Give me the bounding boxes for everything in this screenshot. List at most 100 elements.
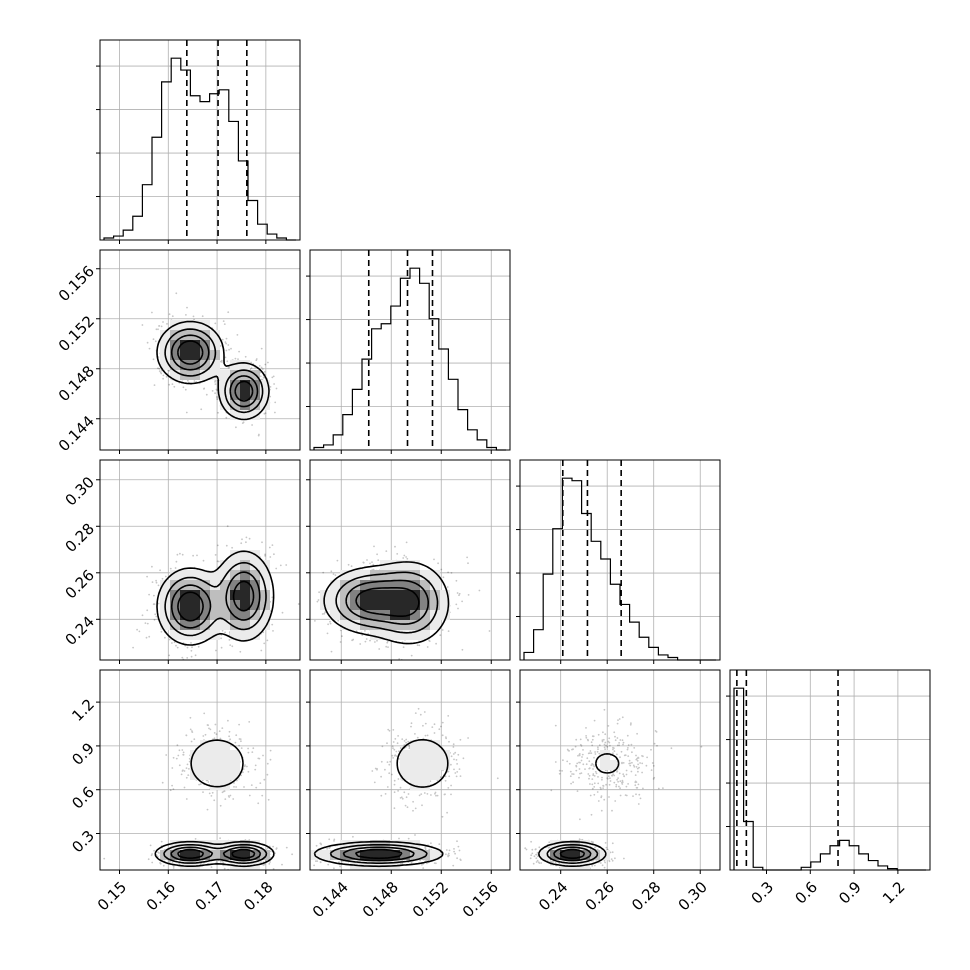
scatter-point: [159, 371, 162, 374]
scatter-point: [385, 550, 388, 552]
scatter-point: [261, 368, 264, 370]
density-cell: [250, 400, 260, 410]
scatter-point: [211, 390, 214, 392]
scatter-point: [171, 383, 174, 385]
density-cell: [250, 630, 260, 640]
panel-frame: [309, 669, 511, 871]
scatter-point: [421, 863, 423, 866]
scatter-point: [461, 648, 464, 651]
density-cell: [190, 360, 200, 370]
scatter-point: [339, 865, 341, 868]
scatter-point: [219, 837, 221, 840]
density-cell: [340, 600, 350, 610]
scatter-point: [426, 793, 429, 795]
scatter-point: [406, 557, 409, 560]
scatter-point: [269, 861, 271, 863]
density-cell: [220, 620, 230, 630]
scatter-point: [269, 850, 272, 853]
density-cell: [190, 760, 200, 770]
contour-level-0: [156, 550, 275, 646]
density-cell: [400, 570, 410, 580]
scatter-point: [428, 639, 431, 642]
density-cell: [210, 370, 220, 380]
density-cell: [360, 850, 370, 860]
density-cell: [380, 860, 390, 870]
scatter-point: [194, 654, 197, 657]
density-cell: [160, 620, 170, 630]
density-cell: [170, 330, 180, 340]
density-cell: [170, 350, 180, 360]
scatter-point: [458, 768, 461, 770]
scatter-point: [151, 565, 153, 568]
scatter-point: [329, 846, 331, 849]
scatter-point: [184, 388, 187, 391]
panel-frame: [99, 459, 301, 661]
scatter-point: [225, 337, 228, 340]
scatter-point: [175, 757, 178, 760]
scatter-point: [162, 864, 165, 867]
scatter-point: [241, 538, 243, 541]
scatter-point: [241, 422, 244, 424]
scatter-point: [202, 791, 204, 793]
scatter-point: [151, 311, 153, 314]
scatter-point: [264, 553, 266, 556]
pair-panel-2-0: [96, 459, 301, 664]
density-cell: [410, 760, 420, 770]
scatter-point: [327, 623, 329, 626]
scatter-point: [218, 730, 221, 733]
pair-content: [520, 670, 720, 870]
scatter-point: [414, 733, 416, 735]
scatter-point: [155, 579, 157, 582]
scatter-point: [401, 738, 404, 740]
scatter-point: [203, 712, 206, 715]
scatter-point: [450, 572, 453, 574]
density-cell: [360, 600, 370, 610]
scatter-point: [403, 554, 406, 557]
density-cell: [230, 620, 240, 630]
scatter-point: [132, 646, 134, 649]
scatter-point: [397, 778, 400, 780]
scatter-point: [168, 860, 171, 862]
scatter-point: [267, 361, 269, 364]
scatter-point: [162, 377, 164, 380]
density-cell: [190, 750, 200, 760]
density-cell: [430, 740, 440, 750]
scatter-point: [391, 745, 394, 748]
density-cell: [240, 390, 250, 400]
contour-level-0: [313, 739, 449, 868]
scatter-point: [158, 367, 161, 370]
scatter-point: [175, 644, 177, 647]
density-cells: [160, 320, 270, 420]
hist-panel-0: [96, 39, 301, 244]
scatter-point: [254, 764, 257, 767]
scatter-point: [183, 786, 186, 789]
scatter-point: [148, 635, 151, 638]
scatter-point: [433, 558, 435, 561]
density-cell: [230, 770, 240, 780]
density-cell: [180, 850, 190, 860]
scatter-point: [245, 541, 247, 544]
scatter-point: [373, 545, 375, 548]
scatter-point: [452, 743, 455, 746]
scatter-point: [266, 762, 269, 765]
scatter-point: [250, 361, 253, 364]
scatter-point: [225, 411, 228, 414]
scatter-point: [192, 315, 195, 318]
scatter-point: [267, 798, 270, 801]
scatter-point: [446, 770, 449, 773]
scatter-point: [219, 737, 222, 740]
scatter-point: [138, 630, 141, 633]
scatter-point: [196, 554, 198, 557]
scatter-point: [462, 757, 465, 760]
scatter-point: [450, 763, 452, 766]
scatter-point: [176, 553, 179, 556]
scatter-point: [202, 735, 205, 737]
contour-level-0: [154, 739, 275, 868]
scatter-point: [176, 646, 179, 649]
scatter-point: [151, 861, 154, 864]
scatter-point: [221, 860, 224, 863]
density-cell: [380, 590, 390, 600]
scatter-point: [272, 868, 275, 870]
scatter-point: [352, 835, 354, 838]
scatter-point: [350, 565, 353, 568]
